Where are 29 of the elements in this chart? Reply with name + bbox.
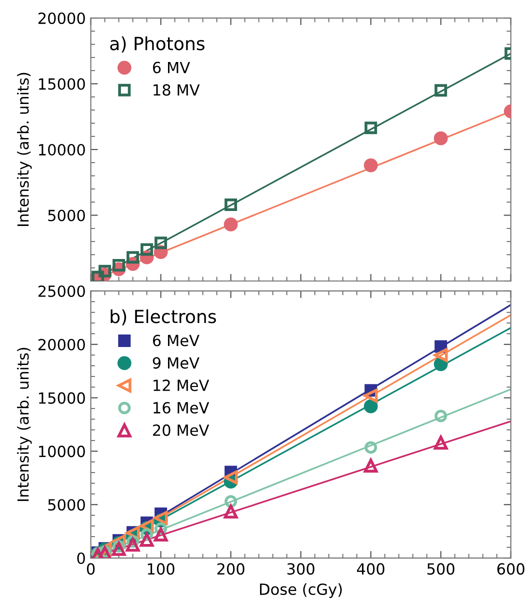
x-tick-label: 100 [148, 563, 174, 575]
legend-label: 20 MeV [153, 424, 210, 436]
x-axis-title: Dose (cGy) [260, 583, 342, 598]
legend-label: 16 MeV [154, 402, 210, 414]
y-axis-title: Intensity (arb. units) [16, 348, 32, 501]
x-tick-label: 500 [427, 563, 454, 575]
legend-label: 6 MeV [152, 334, 200, 346]
y-tick-label: 10000 [39, 144, 85, 156]
y-tick-label: 20000 [38, 338, 85, 350]
x-tick-label: 200 [217, 563, 244, 575]
y-tick-label: 5000 [48, 499, 85, 511]
x-tick-label: 0 [86, 563, 95, 575]
y-tick-label: 25000 [38, 285, 85, 298]
legend-label: 9 MeV [152, 357, 200, 369]
y-tick-label: 20000 [38, 12, 85, 24]
legend-title: b) Electrons [110, 309, 216, 326]
y-tick-label: 0 [77, 552, 85, 564]
legend-label: 18 MV [154, 84, 200, 96]
y-tick-label: 15000 [39, 78, 85, 90]
y-tick-label: 10000 [39, 446, 85, 458]
legend-label: 12 MeV [154, 380, 210, 392]
x-tick-label: 600 [497, 563, 524, 575]
y-tick-label: 5000 [48, 210, 85, 222]
legend-title: a) Photons [110, 36, 204, 52]
x-tick-label: 400 [356, 563, 384, 575]
y-axis-title: Intensity (arb. units) [16, 72, 32, 226]
x-tick-label: 300 [287, 563, 314, 575]
y-tick-label: 15000 [39, 392, 85, 404]
legend-label: 6 MV [152, 62, 190, 74]
